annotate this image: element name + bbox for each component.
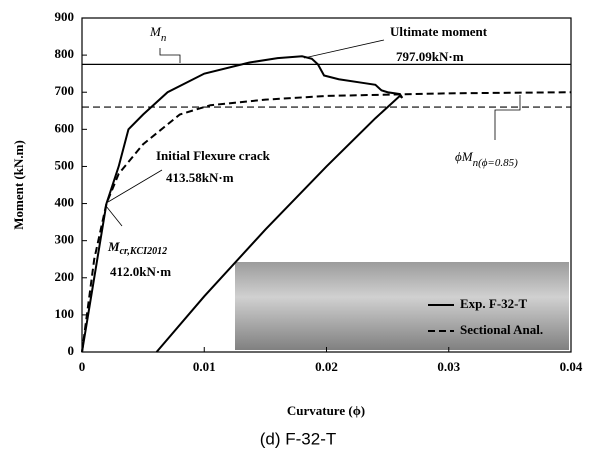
legend-label: Sectional Anal. bbox=[460, 322, 543, 337]
annotation-value: 412.0kN·m bbox=[110, 264, 171, 279]
y-tick-label: 300 bbox=[55, 232, 75, 247]
specimen-photo bbox=[235, 262, 569, 350]
series-line bbox=[81, 91, 572, 353]
annotation-symbol: M bbox=[107, 239, 120, 254]
x-axis-label: Curvature (ϕ) bbox=[287, 403, 365, 418]
y-tick-label: 800 bbox=[55, 46, 75, 61]
y-tick-label: 200 bbox=[55, 269, 75, 284]
reference-subscript: n(ϕ=0.85) bbox=[473, 157, 519, 169]
legend-label: Exp. F-32-T bbox=[460, 296, 528, 311]
x-tick-label: 0.01 bbox=[193, 359, 216, 374]
y-tick-label: 0 bbox=[68, 343, 75, 358]
reference-label: Mn bbox=[149, 24, 167, 44]
y-tick-label: 600 bbox=[55, 120, 75, 135]
y-tick-label: 400 bbox=[55, 195, 75, 210]
reference-subscript: n bbox=[161, 32, 167, 44]
reference-symbol: M bbox=[149, 24, 162, 39]
annotation-subscript: cr,KCI2012 bbox=[120, 246, 168, 257]
annotation-value: 797.09kN·m bbox=[396, 49, 464, 64]
y-tick-label: 100 bbox=[55, 306, 75, 321]
annotation-text: Ultimate moment 797.09kN·m Initial Flexu… bbox=[107, 24, 488, 279]
reference-symbol: ϕM bbox=[455, 149, 474, 164]
series-line bbox=[81, 55, 404, 353]
x-tick-label: 0.04 bbox=[560, 359, 583, 374]
annotation-title: Initial Flexure crack bbox=[156, 148, 271, 163]
x-tick-label: 0.02 bbox=[315, 359, 338, 374]
y-axis-label: Moment (kN.m) bbox=[11, 140, 26, 230]
reference-label: ϕMn(ϕ=0.85) bbox=[455, 149, 518, 169]
y-tick-label: 900 bbox=[55, 9, 75, 24]
y-tick-label: 500 bbox=[55, 157, 75, 172]
annotation-value: 413.58kN·m bbox=[166, 170, 234, 185]
annotation-title: Ultimate moment bbox=[390, 24, 488, 39]
annotation-arrows bbox=[105, 39, 521, 227]
y-tick-label: 700 bbox=[55, 83, 75, 98]
caption: (d) F-32-T bbox=[260, 429, 337, 448]
annotation-title: Mcr,KCI2012 bbox=[107, 239, 167, 257]
x-tick-label: 0 bbox=[79, 359, 86, 374]
x-tick-label: 0.03 bbox=[437, 359, 460, 374]
